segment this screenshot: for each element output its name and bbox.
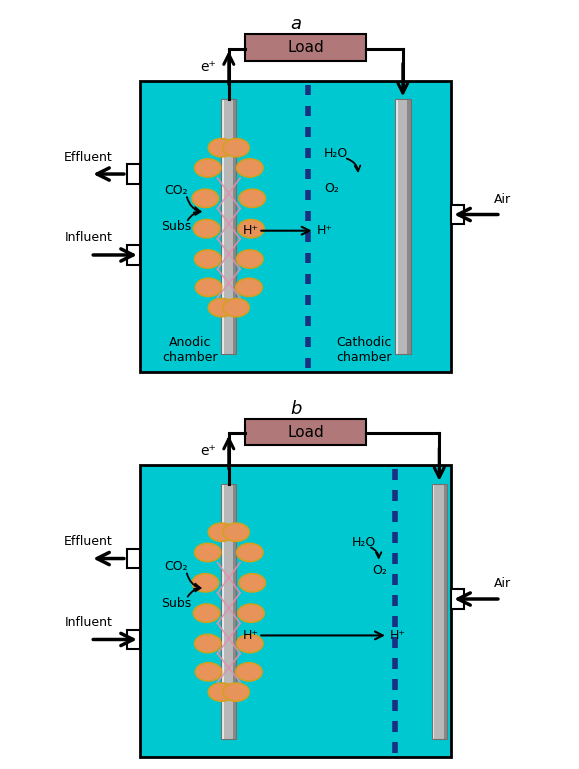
- Text: O₂: O₂: [372, 564, 387, 578]
- Text: H⁺: H⁺: [243, 629, 259, 642]
- Text: CO₂: CO₂: [164, 560, 188, 573]
- Text: H₂O: H₂O: [324, 148, 348, 160]
- Bar: [221, 99, 224, 355]
- Ellipse shape: [236, 278, 262, 297]
- Bar: [233, 99, 236, 355]
- Ellipse shape: [238, 220, 264, 238]
- Bar: [452, 205, 464, 225]
- Text: Subs: Subs: [161, 220, 191, 233]
- Bar: [395, 99, 411, 355]
- Text: Load: Load: [287, 40, 324, 55]
- Text: H⁺: H⁺: [243, 225, 259, 237]
- Ellipse shape: [192, 574, 218, 592]
- Bar: [127, 165, 140, 184]
- FancyBboxPatch shape: [245, 419, 367, 445]
- Ellipse shape: [223, 683, 249, 701]
- Bar: [221, 484, 236, 739]
- Ellipse shape: [193, 220, 219, 238]
- Ellipse shape: [239, 574, 265, 592]
- Ellipse shape: [237, 634, 263, 653]
- Ellipse shape: [223, 138, 249, 157]
- Text: Air: Air: [494, 192, 511, 205]
- FancyBboxPatch shape: [245, 35, 367, 61]
- Bar: [221, 99, 236, 355]
- Text: O₂: O₂: [324, 181, 339, 195]
- Bar: [431, 484, 434, 739]
- Bar: [452, 589, 464, 609]
- Bar: [221, 99, 236, 355]
- Ellipse shape: [192, 189, 218, 208]
- Text: H⁺: H⁺: [317, 225, 332, 237]
- Bar: [395, 99, 398, 355]
- Bar: [127, 549, 140, 568]
- Ellipse shape: [236, 663, 262, 681]
- Ellipse shape: [239, 189, 265, 208]
- Text: Effluent: Effluent: [64, 535, 113, 548]
- Ellipse shape: [238, 604, 264, 622]
- Text: CO₂: CO₂: [164, 184, 188, 197]
- Text: b: b: [290, 400, 301, 418]
- Ellipse shape: [237, 250, 263, 268]
- Ellipse shape: [223, 523, 249, 541]
- Bar: [127, 630, 140, 649]
- Bar: [127, 245, 140, 265]
- Bar: [408, 99, 411, 355]
- Text: Effluent: Effluent: [64, 151, 113, 164]
- Bar: [233, 484, 236, 739]
- Ellipse shape: [195, 278, 222, 297]
- Bar: [140, 81, 452, 372]
- Text: H⁺: H⁺: [390, 629, 406, 642]
- Bar: [431, 484, 447, 739]
- Bar: [431, 484, 447, 739]
- Ellipse shape: [195, 544, 221, 561]
- Ellipse shape: [195, 663, 222, 681]
- Bar: [140, 465, 452, 757]
- Text: Cathodic
chamber: Cathodic chamber: [336, 336, 392, 364]
- Ellipse shape: [237, 544, 263, 561]
- Text: e⁺: e⁺: [201, 444, 217, 458]
- Ellipse shape: [195, 634, 221, 653]
- Ellipse shape: [208, 298, 234, 317]
- Ellipse shape: [195, 159, 221, 177]
- Text: Subs: Subs: [161, 597, 191, 610]
- Text: e⁺: e⁺: [201, 60, 217, 74]
- Ellipse shape: [208, 523, 234, 541]
- Text: Influent: Influent: [64, 616, 112, 629]
- Ellipse shape: [193, 604, 219, 622]
- Bar: [221, 484, 224, 739]
- Text: a: a: [290, 15, 301, 33]
- Text: Air: Air: [494, 577, 511, 590]
- Ellipse shape: [237, 159, 263, 177]
- Bar: [395, 99, 411, 355]
- Bar: [221, 484, 236, 739]
- Ellipse shape: [223, 298, 249, 317]
- Text: H₂O: H₂O: [352, 536, 376, 549]
- Ellipse shape: [208, 683, 234, 701]
- Text: Influent: Influent: [64, 231, 112, 245]
- Text: Load: Load: [287, 424, 324, 440]
- Text: Anodic
chamber: Anodic chamber: [163, 336, 218, 364]
- Ellipse shape: [208, 138, 234, 157]
- Bar: [444, 484, 447, 739]
- Ellipse shape: [195, 250, 221, 268]
